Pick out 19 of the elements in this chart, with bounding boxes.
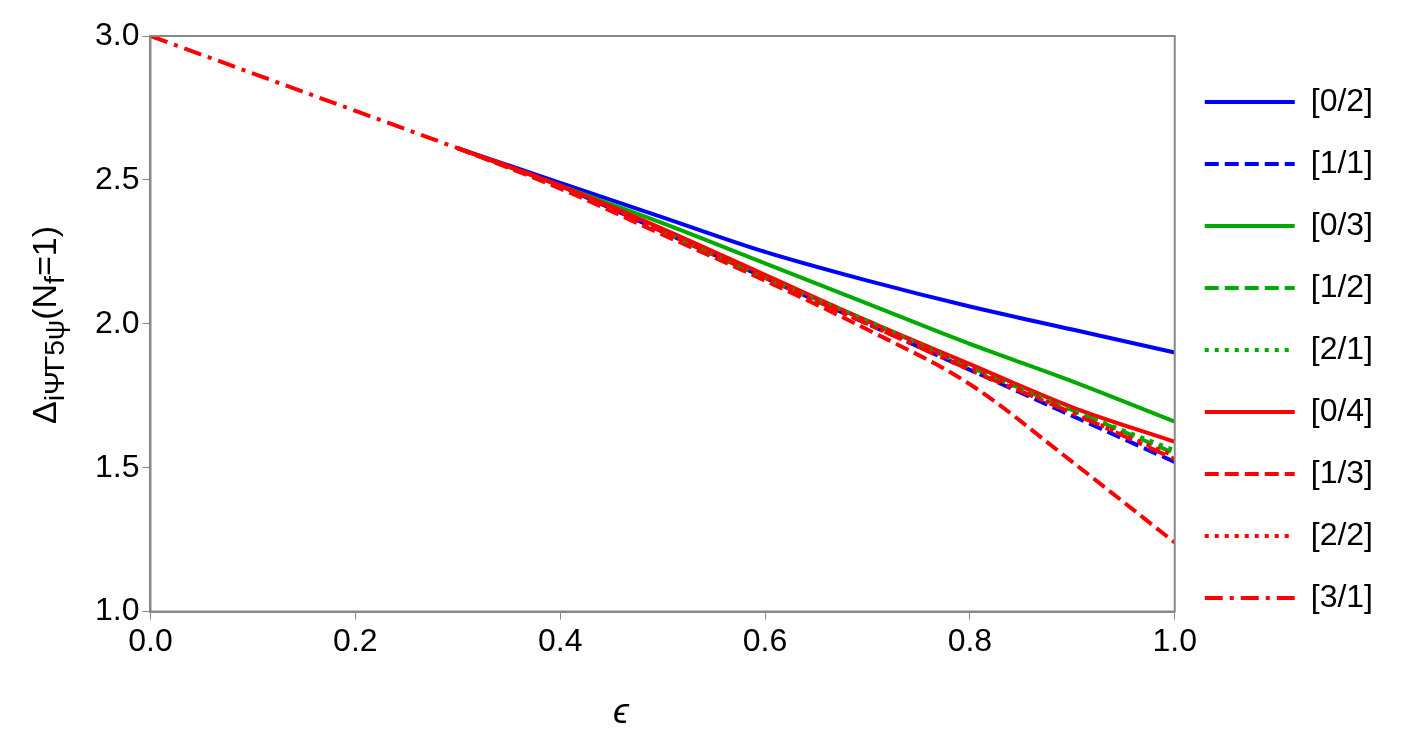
y-tick-label: 2.5: [95, 159, 140, 196]
legend-label: [1/2]: [1310, 267, 1373, 304]
x-tick-label: 1.0: [1152, 621, 1197, 658]
legend-label: [1/1]: [1310, 143, 1373, 180]
x-axis-title: ϵ: [613, 690, 629, 732]
x-tick-label: 0.6: [742, 621, 788, 658]
legend-label: [3/1]: [1310, 577, 1373, 614]
legend-label: [2/1]: [1310, 329, 1373, 366]
y-tick-label: 2.0: [95, 303, 140, 340]
x-tick-label: 0.8: [947, 621, 993, 658]
x-tick-label: 0.2: [333, 621, 378, 658]
y-tick-label: 3.0: [95, 15, 140, 52]
legend-label: [0/4]: [1310, 391, 1373, 428]
y-tick-label: 1.5: [95, 447, 140, 484]
legend-label: [0/3]: [1310, 205, 1373, 242]
x-tick-label: 0.4: [537, 621, 583, 658]
legend-label: [0/2]: [1310, 81, 1373, 118]
legend-label: [1/3]: [1310, 453, 1373, 490]
legend-label: [2/2]: [1310, 515, 1373, 552]
